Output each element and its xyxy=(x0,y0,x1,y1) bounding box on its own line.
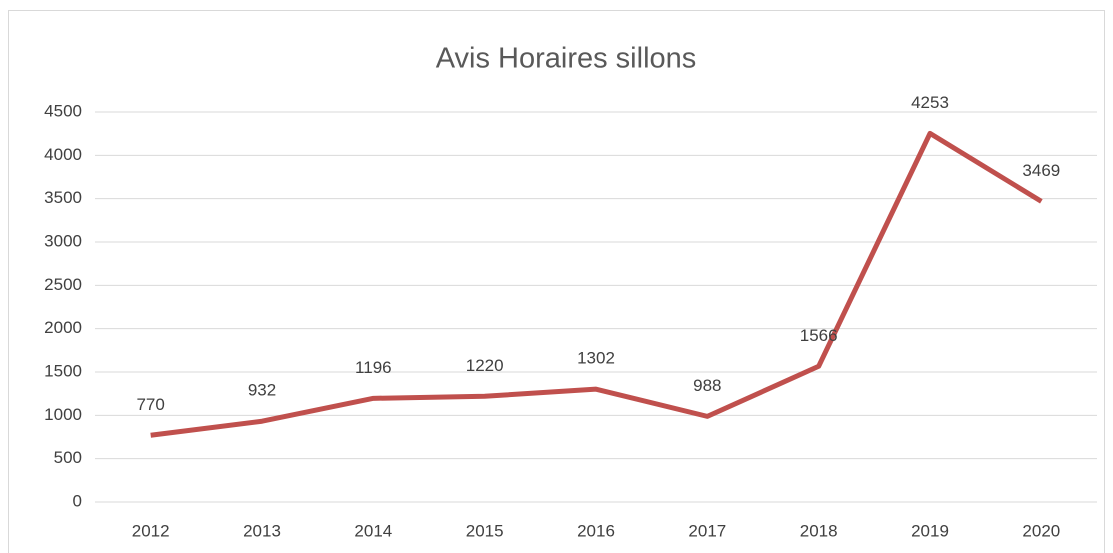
x-tick-label: 2017 xyxy=(688,521,726,540)
y-tick-label: 1500 xyxy=(44,361,82,380)
data-label: 1302 xyxy=(577,349,615,368)
x-tick-label: 2020 xyxy=(1022,521,1060,540)
y-tick-label: 2000 xyxy=(44,318,82,337)
y-tick-label: 0 xyxy=(73,491,82,510)
chart-border xyxy=(8,10,1105,553)
chart-title: Avis Horaires sillons xyxy=(436,43,697,75)
data-label: 932 xyxy=(248,381,276,400)
y-tick-label: 4000 xyxy=(44,145,82,164)
data-label: 4253 xyxy=(911,93,949,112)
x-tick-label: 2013 xyxy=(243,521,281,540)
y-tick-label: 500 xyxy=(54,448,82,467)
x-tick-label: 2019 xyxy=(911,521,949,540)
y-tick-label: 2500 xyxy=(44,275,82,294)
data-label: 3469 xyxy=(1022,161,1060,180)
data-label: 770 xyxy=(136,395,164,414)
data-label: 1196 xyxy=(355,358,392,377)
y-tick-label: 3000 xyxy=(44,231,82,250)
line xyxy=(150,130,1043,438)
y-tick-label: 3500 xyxy=(44,188,82,207)
y-tick-label: 4500 xyxy=(44,101,82,120)
data-label: 988 xyxy=(693,376,721,395)
y-tick-label: 1000 xyxy=(44,405,82,424)
x-tick-label: 2018 xyxy=(800,521,838,540)
x-tick-label: 2012 xyxy=(132,521,170,540)
data-label: 1566 xyxy=(800,326,838,345)
x-tick-label: 2014 xyxy=(354,521,392,540)
x-tick-label: 2016 xyxy=(577,521,615,540)
x-tick-label: 2015 xyxy=(466,521,504,540)
data-label: 1220 xyxy=(466,356,504,375)
